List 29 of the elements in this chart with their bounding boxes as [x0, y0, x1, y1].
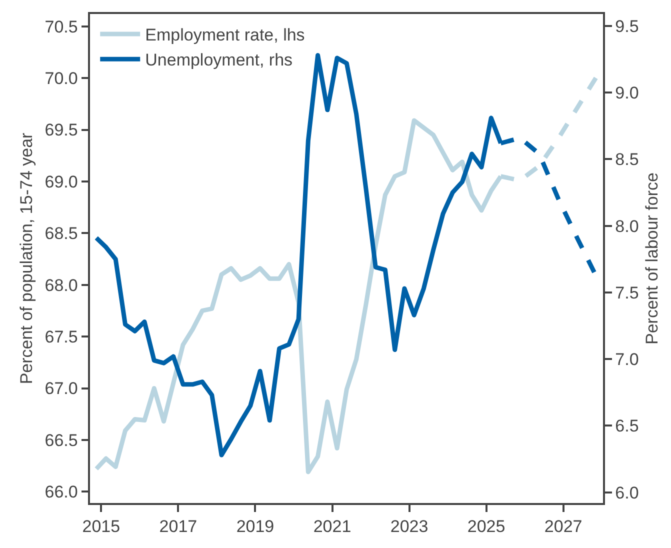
y2-tick-label: 9.5	[615, 16, 639, 36]
legend-label: Employment rate, lhs	[145, 26, 305, 45]
y2-tick-label: 7.0	[615, 350, 639, 370]
y-tick-label: 68.5	[44, 224, 78, 244]
x-tick-label: 2017	[159, 517, 198, 536]
y-tick-label: 67.5	[44, 328, 78, 346]
legend-label: Unemployment, rhs	[145, 50, 293, 70]
y-tick-label: 66.0	[44, 482, 78, 502]
y2-tick-label: 6.5	[615, 416, 639, 436]
y-axis-title: Percent of population, 15-74 year	[16, 132, 36, 384]
y-tick-label: 68.0	[44, 276, 78, 295]
y2-tick-label: 8.5	[615, 150, 639, 170]
x-tick-label: 2019	[236, 517, 274, 536]
x-tick-label: 2023	[390, 517, 428, 536]
x-tick-label: 2015	[82, 517, 120, 536]
x-tick-label: 2021	[313, 517, 352, 536]
y2-tick-label: 7.5	[615, 283, 639, 302]
y-tick-label: 70.0	[44, 69, 78, 88]
x-tick-label: 2027	[544, 517, 582, 536]
y2-tick-label: 9.0	[615, 84, 639, 103]
y-tick-label: 69.0	[44, 172, 78, 192]
y2-axis-title: Percent of labour force	[642, 172, 662, 344]
x-tick-label: 2025	[467, 517, 506, 536]
y-tick-label: 69.5	[44, 120, 78, 140]
y-tick-label: 66.5	[44, 430, 78, 450]
y2-tick-label: 8.0	[615, 216, 639, 236]
y2-tick-label: 6.0	[615, 483, 639, 502]
y-tick-label: 70.5	[44, 17, 78, 36]
y-tick-label: 67.0	[44, 379, 78, 398]
